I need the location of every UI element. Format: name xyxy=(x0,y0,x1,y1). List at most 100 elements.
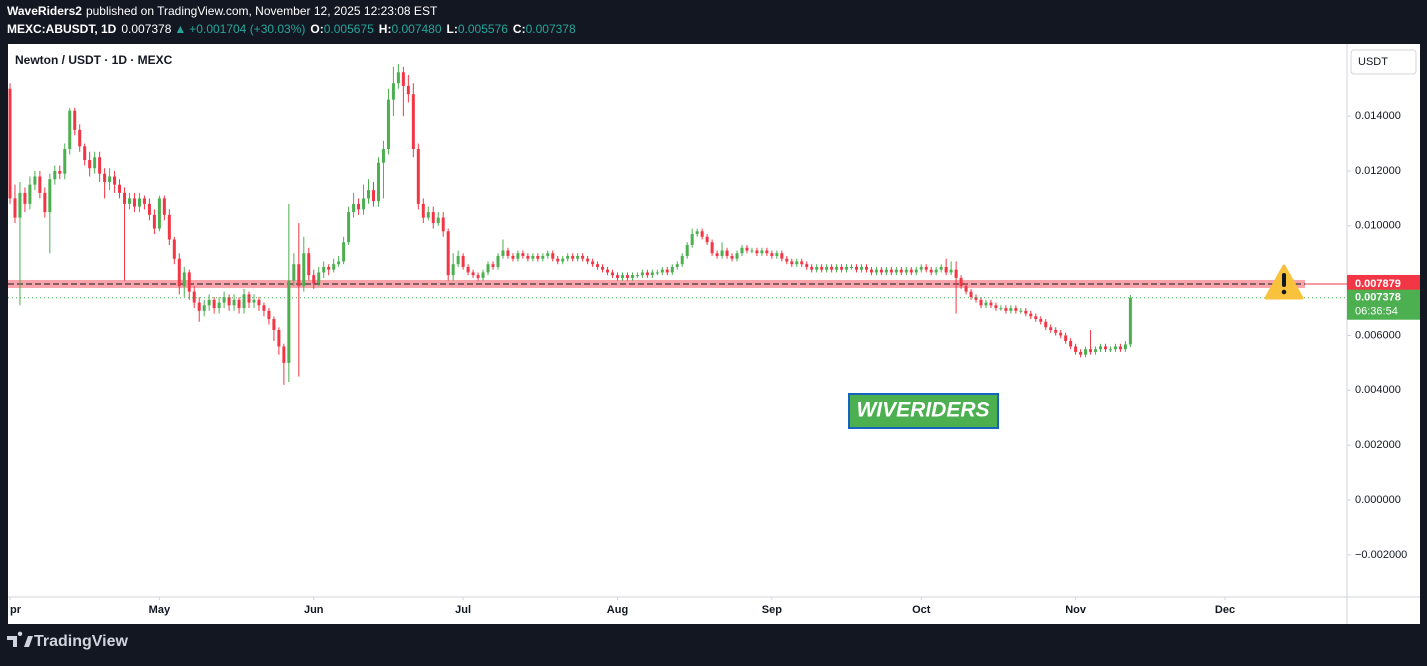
footer-brand[interactable]: TradingView xyxy=(34,633,129,650)
candle-body xyxy=(262,305,266,311)
candle-body xyxy=(222,297,226,303)
candle-body xyxy=(491,264,495,267)
candle-body xyxy=(461,255,465,267)
candle-body xyxy=(745,247,749,251)
currency-box[interactable] xyxy=(1350,49,1417,75)
candle-body xyxy=(1123,344,1127,350)
candle-body xyxy=(446,231,450,276)
x-tick-label: Sep xyxy=(762,604,782,616)
candle-body xyxy=(307,253,311,276)
x-tick-label: Aug xyxy=(607,604,628,616)
candle-body xyxy=(760,250,764,254)
candle-body xyxy=(1128,297,1132,345)
candle-body xyxy=(556,258,560,262)
candle-body xyxy=(655,272,659,274)
candle-body xyxy=(217,302,221,309)
candle-body xyxy=(934,269,938,273)
o-label: O: xyxy=(310,22,323,36)
candle-body xyxy=(810,266,814,270)
c-label: C: xyxy=(513,22,526,36)
candle-body xyxy=(38,176,42,193)
x-tick-label: Nov xyxy=(1065,604,1087,616)
candle-body xyxy=(845,266,849,270)
candle-body xyxy=(1079,351,1083,355)
candle-body xyxy=(884,269,888,273)
candle-body xyxy=(526,255,530,259)
candle-body xyxy=(451,264,455,276)
x-tick-label: Jul xyxy=(455,604,471,616)
candle-body xyxy=(815,266,819,270)
candle-body xyxy=(1113,346,1117,350)
candle-body xyxy=(157,198,161,229)
candle-body xyxy=(625,275,629,278)
candle-body xyxy=(496,255,500,267)
candle-body xyxy=(999,308,1003,310)
header-line: WaveRiders2 published on TradingView.com,… xyxy=(7,4,438,18)
candle-body xyxy=(1094,349,1098,352)
candle-body xyxy=(1024,310,1028,314)
o-value: 0.005675 xyxy=(324,22,374,36)
candle-body xyxy=(675,264,679,267)
candle-body xyxy=(690,234,694,246)
last-price-label: 0.007378 xyxy=(1355,292,1401,304)
candle-body xyxy=(132,198,136,207)
candle-body xyxy=(292,264,296,281)
candle-body xyxy=(252,299,256,303)
candle-body xyxy=(58,170,62,174)
author: WaveRiders2 xyxy=(7,4,82,18)
candle-body xyxy=(227,297,231,306)
candle-body xyxy=(197,302,201,311)
h-label: H: xyxy=(379,22,392,36)
candle-body xyxy=(979,299,983,306)
candle-body xyxy=(386,99,390,150)
candle-body xyxy=(456,255,460,265)
candle-body xyxy=(18,192,22,218)
candle-body xyxy=(715,253,719,256)
candle-body xyxy=(431,212,435,224)
footer-logo xyxy=(7,631,33,647)
candle-body xyxy=(247,294,251,303)
candle-body xyxy=(406,85,410,95)
candle-body xyxy=(73,110,77,130)
candle-body xyxy=(297,264,301,287)
x-tick-label: Dec xyxy=(1215,604,1235,616)
candle-body xyxy=(441,217,445,232)
candle-body xyxy=(347,212,351,243)
candle-body xyxy=(894,269,898,273)
candle-body xyxy=(471,272,475,276)
candle-body xyxy=(596,264,600,267)
candle-body xyxy=(740,247,744,254)
candle-body xyxy=(874,269,878,273)
candle-body xyxy=(685,245,689,256)
candle-body xyxy=(790,261,794,265)
candle-body xyxy=(476,275,480,278)
candle-body xyxy=(43,192,47,213)
x-tick-label: pr xyxy=(10,604,22,616)
candle-body xyxy=(665,269,669,273)
candle-body xyxy=(750,250,754,252)
plot xyxy=(8,64,1347,385)
candle-body xyxy=(162,198,166,215)
candle-body xyxy=(376,162,380,202)
candle-body xyxy=(974,297,978,300)
candle-body xyxy=(939,266,943,270)
candle-body xyxy=(964,286,968,292)
candle-body xyxy=(342,242,346,262)
candle-body xyxy=(635,275,639,277)
candle-body xyxy=(167,214,171,240)
x-tick-label: Oct xyxy=(912,604,931,616)
y-tick-label: 0.000000 xyxy=(1355,494,1401,506)
candle-body xyxy=(785,258,789,262)
candle-body xyxy=(1014,308,1018,311)
warning-dot xyxy=(1281,289,1287,295)
candle-body xyxy=(486,264,490,273)
candle-body xyxy=(88,159,92,169)
level-label: 0.007879 xyxy=(1355,278,1401,290)
candle-body xyxy=(187,272,191,292)
candle-body xyxy=(541,255,545,259)
candle-body xyxy=(735,253,739,259)
candle-body xyxy=(850,266,854,268)
candle-body xyxy=(989,302,993,306)
